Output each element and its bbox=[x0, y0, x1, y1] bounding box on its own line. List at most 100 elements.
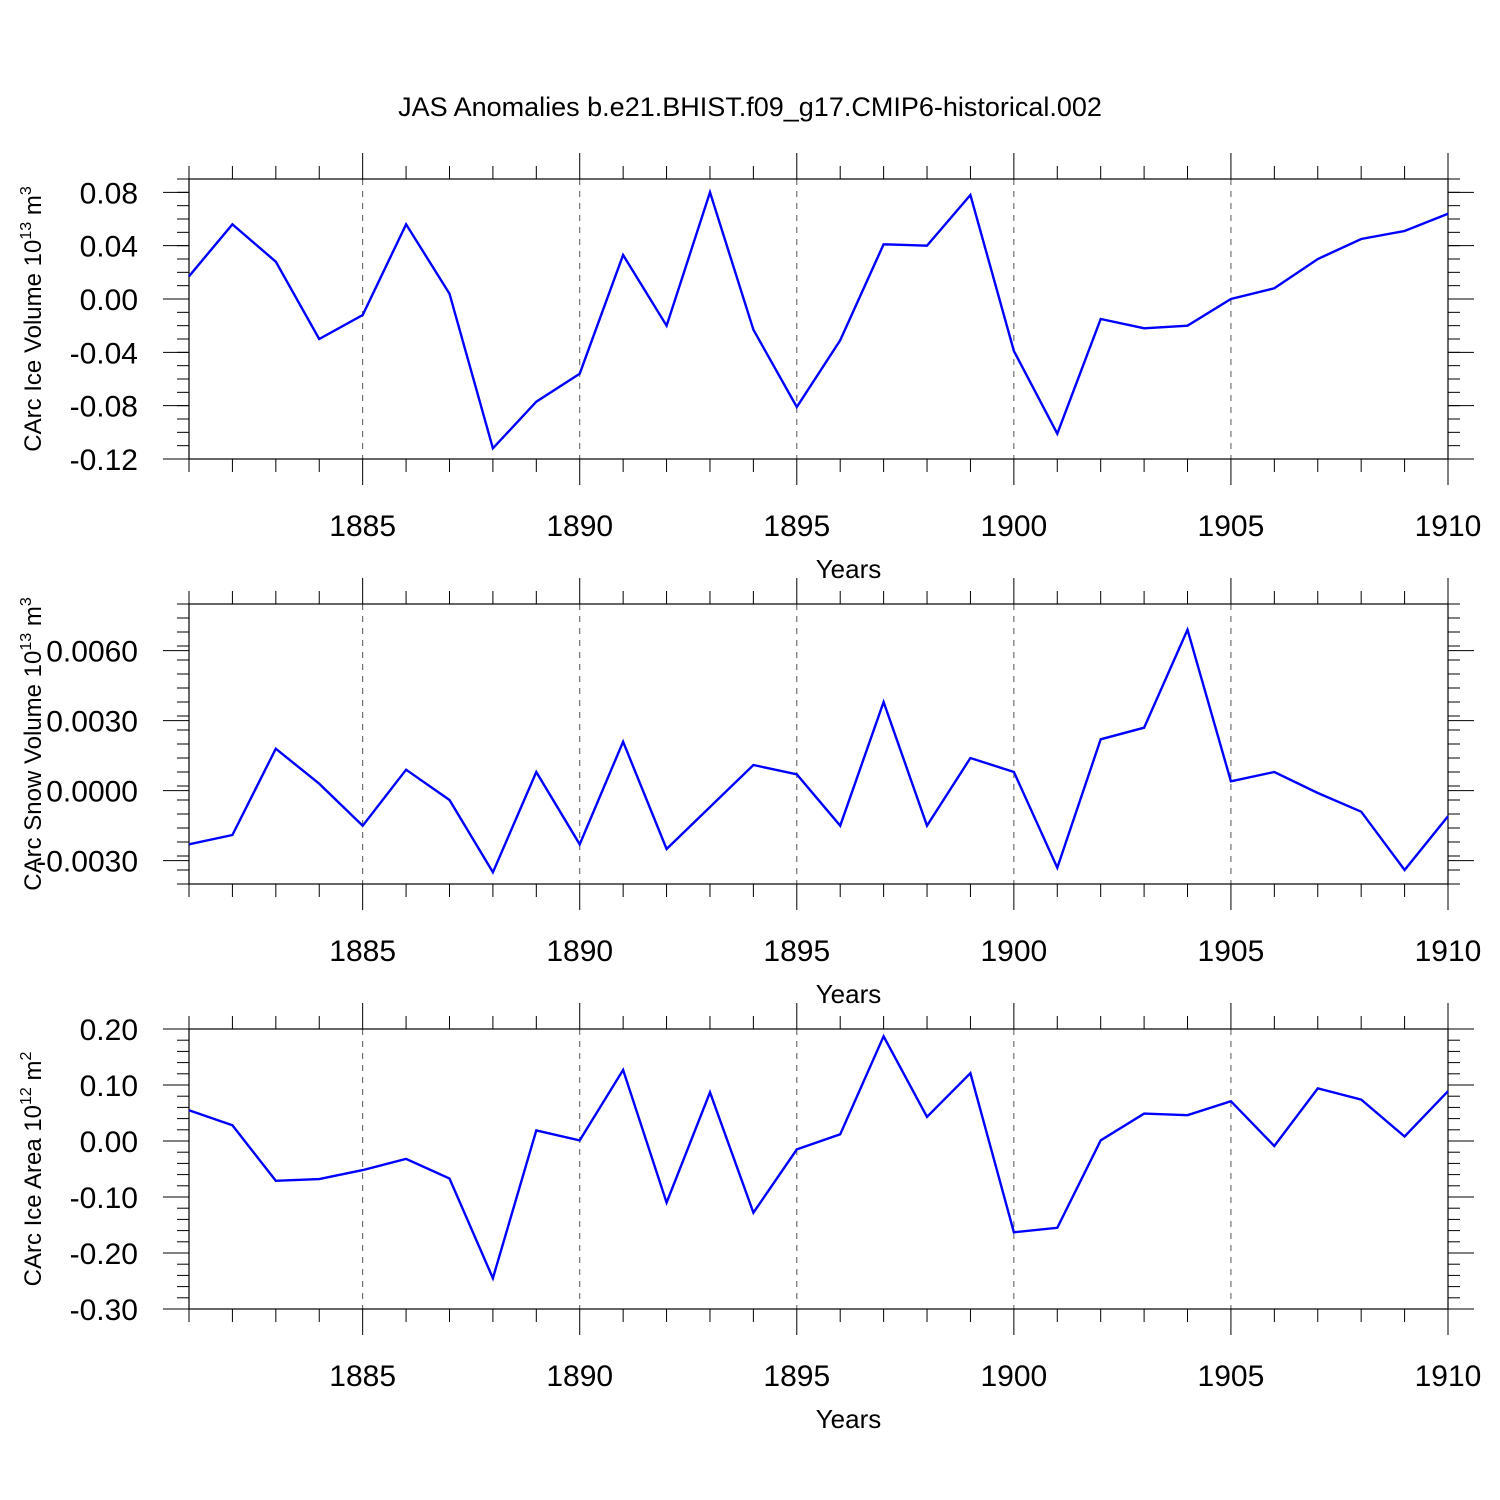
data-point bbox=[491, 446, 495, 450]
data-point bbox=[1229, 779, 1233, 783]
data-point bbox=[491, 1276, 495, 1280]
x-tick-label: 1910 bbox=[1415, 1360, 1482, 1393]
x-tick-label: 1890 bbox=[546, 1360, 613, 1393]
data-point bbox=[751, 763, 755, 767]
y-tick-label: -0.04 bbox=[70, 337, 138, 370]
data-point bbox=[1272, 286, 1276, 290]
data-point bbox=[621, 253, 625, 257]
data-point bbox=[1186, 628, 1190, 632]
data-point bbox=[1229, 1099, 1233, 1103]
data-point bbox=[534, 770, 538, 774]
data-point bbox=[534, 1128, 538, 1132]
data-point bbox=[968, 1071, 972, 1075]
x-tick-label: 1900 bbox=[980, 510, 1047, 543]
data-point bbox=[1186, 1113, 1190, 1117]
x-tick-label: 1905 bbox=[1198, 1360, 1265, 1393]
data-point bbox=[795, 1147, 799, 1151]
y-tick-label: 0.08 bbox=[80, 177, 138, 210]
data-point bbox=[1359, 810, 1363, 814]
x-tick-label: 1895 bbox=[763, 935, 830, 968]
data-point bbox=[708, 1090, 712, 1094]
y-tick-label: -0.10 bbox=[70, 1182, 138, 1215]
data-point bbox=[1272, 770, 1276, 774]
data-point bbox=[708, 805, 712, 809]
data-point bbox=[578, 372, 582, 376]
data-point bbox=[968, 193, 972, 197]
data-point bbox=[882, 1034, 886, 1038]
x-tick-label: 1895 bbox=[763, 510, 830, 543]
x-axis-label: Years bbox=[816, 979, 882, 1009]
data-point bbox=[621, 740, 625, 744]
data-point bbox=[317, 1177, 321, 1181]
data-series-line bbox=[188, 626, 1449, 875]
data-point bbox=[317, 782, 321, 786]
data-point bbox=[925, 244, 929, 248]
chart-panel-3: -0.30 -0.20 -0.10 0.00 0.10 0.20 1885 1890 1895 1… bbox=[18, 1003, 1481, 1434]
data-point bbox=[447, 798, 451, 802]
data-point bbox=[187, 274, 191, 278]
data-point bbox=[751, 328, 755, 332]
data-point bbox=[447, 1177, 451, 1181]
data-point bbox=[404, 1157, 408, 1161]
plot-frame bbox=[188, 1028, 1449, 1310]
data-point bbox=[404, 768, 408, 772]
y-tick-label: 0.04 bbox=[80, 231, 138, 264]
data-point bbox=[1012, 770, 1016, 774]
data-point bbox=[361, 1168, 365, 1172]
data-point bbox=[838, 338, 842, 342]
data-point bbox=[795, 772, 799, 776]
data-series-line bbox=[188, 1033, 1449, 1282]
x-axis-label: Years bbox=[816, 554, 882, 584]
y-axis-label: CArc Ice Volume 1013 m3 bbox=[18, 186, 47, 452]
data-point bbox=[534, 400, 538, 404]
data-point bbox=[665, 1201, 669, 1205]
data-point bbox=[882, 700, 886, 704]
data-point bbox=[1055, 866, 1059, 870]
chart-title: JAS Anomalies b.e21.BHIST.f09_g17.CMIP6-… bbox=[398, 92, 1102, 122]
data-point bbox=[447, 292, 451, 296]
data-point bbox=[882, 242, 886, 246]
data-point bbox=[230, 1123, 234, 1127]
data-point bbox=[1359, 237, 1363, 241]
data-point bbox=[187, 842, 191, 846]
data-point bbox=[1186, 324, 1190, 328]
data-point bbox=[708, 190, 712, 194]
x-tick-label: 1900 bbox=[980, 935, 1047, 968]
y-tick-label: 0.00 bbox=[80, 1126, 138, 1159]
chart-panel-1: -0.12 -0.08 -0.04 0.00 0.04 0.08 1885 1890 1895 1… bbox=[18, 153, 1481, 584]
data-point bbox=[1142, 726, 1146, 730]
x-tick-label: 1885 bbox=[329, 510, 396, 543]
data-point bbox=[1229, 297, 1233, 301]
data-point bbox=[795, 405, 799, 409]
data-point bbox=[361, 824, 365, 828]
x-tick-label: 1900 bbox=[980, 1360, 1047, 1393]
y-tick-label: 0.0000 bbox=[46, 776, 138, 809]
data-point bbox=[187, 1108, 191, 1112]
x-tick-label: 1895 bbox=[763, 1360, 830, 1393]
data-point bbox=[274, 260, 278, 264]
y-tick-label: 0.20 bbox=[80, 1014, 138, 1047]
data-point bbox=[1446, 1089, 1450, 1093]
data-point bbox=[1316, 1086, 1320, 1090]
x-tick-label: 1910 bbox=[1415, 935, 1482, 968]
data-point bbox=[1403, 1135, 1407, 1139]
data-point bbox=[1055, 1226, 1059, 1230]
data-point bbox=[1446, 814, 1450, 818]
data-point bbox=[665, 324, 669, 328]
data-point bbox=[968, 756, 972, 760]
y-axis-label: CArc Ice Area 1012 m2 bbox=[18, 1052, 47, 1287]
data-point bbox=[1446, 212, 1450, 216]
y-tick-label: 0.0060 bbox=[46, 636, 138, 669]
data-point bbox=[1099, 317, 1103, 321]
y-tick-label: 0.00 bbox=[80, 284, 138, 317]
data-point bbox=[361, 313, 365, 317]
y-axis-label: CArc Snow Volume 1013 m3 bbox=[18, 597, 47, 891]
data-point bbox=[491, 870, 495, 874]
y-tick-label: 0.10 bbox=[80, 1070, 138, 1103]
data-point bbox=[1316, 257, 1320, 261]
x-tick-label: 1890 bbox=[546, 935, 613, 968]
data-point bbox=[1403, 868, 1407, 872]
data-point bbox=[751, 1211, 755, 1215]
y-tick-label: -0.12 bbox=[70, 444, 138, 477]
data-point bbox=[1012, 349, 1016, 353]
